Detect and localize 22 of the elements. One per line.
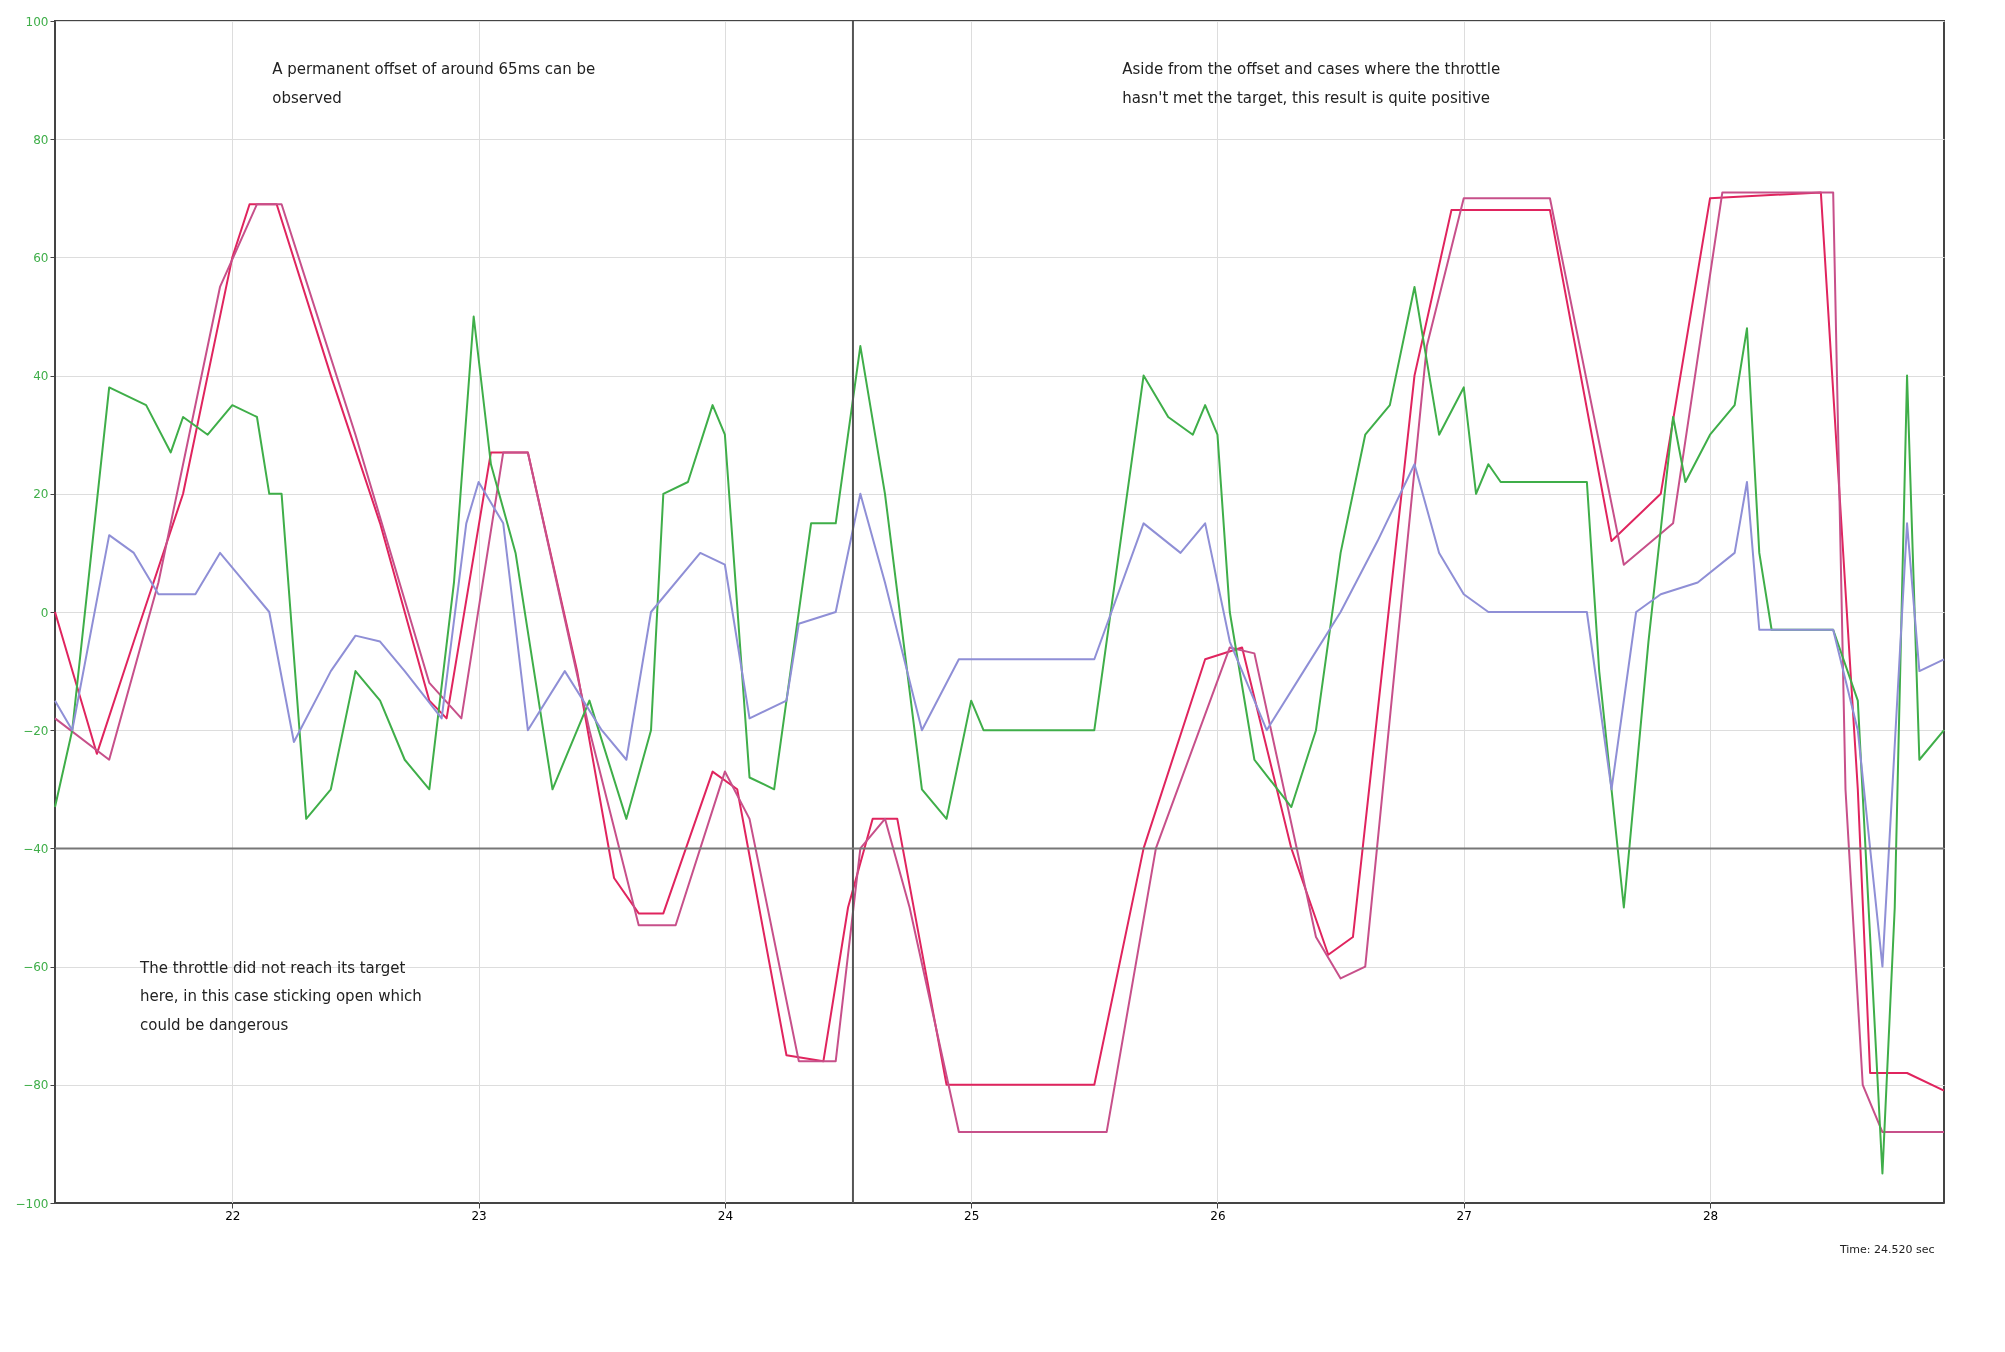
y-tick-label: 40 (33, 369, 49, 384)
x-tick-label: 23 (471, 1208, 487, 1223)
y-tick-label: 80 (33, 132, 49, 147)
x-tick-label: 26 (1210, 1208, 1226, 1223)
y-tick-label: −80 (23, 1078, 49, 1093)
y-tick-label: −60 (23, 960, 49, 975)
annotation: The throttle did not reach its target here, in this case sticking open which could be dangerous (139, 958, 422, 1034)
x-tick-label: 24 (717, 1208, 734, 1223)
x-tick-label: 27 (1456, 1208, 1472, 1223)
text: Time: 24.520 sec (1838, 1243, 1935, 1257)
x-tick-label: 25 (964, 1208, 980, 1223)
y-tick-label: −100 (15, 1196, 49, 1211)
y-tick-label: −20 (23, 723, 49, 738)
y-tick-label: 0 (40, 605, 49, 620)
y-tick-label: 60 (33, 250, 49, 265)
x-tick-label: 28 (1702, 1208, 1719, 1223)
y-tick-label: −40 (23, 841, 49, 856)
y-tick-label: 100 (25, 14, 49, 29)
y-tick-label: 20 (33, 487, 49, 502)
annotation: A permanent offset of around 65ms can be observed (272, 60, 596, 107)
x-tick-label: 22 (225, 1208, 241, 1223)
annotation: Aside from the offset and cases where the throttle hasn't met the target, this result is quite positive (1122, 60, 1501, 107)
